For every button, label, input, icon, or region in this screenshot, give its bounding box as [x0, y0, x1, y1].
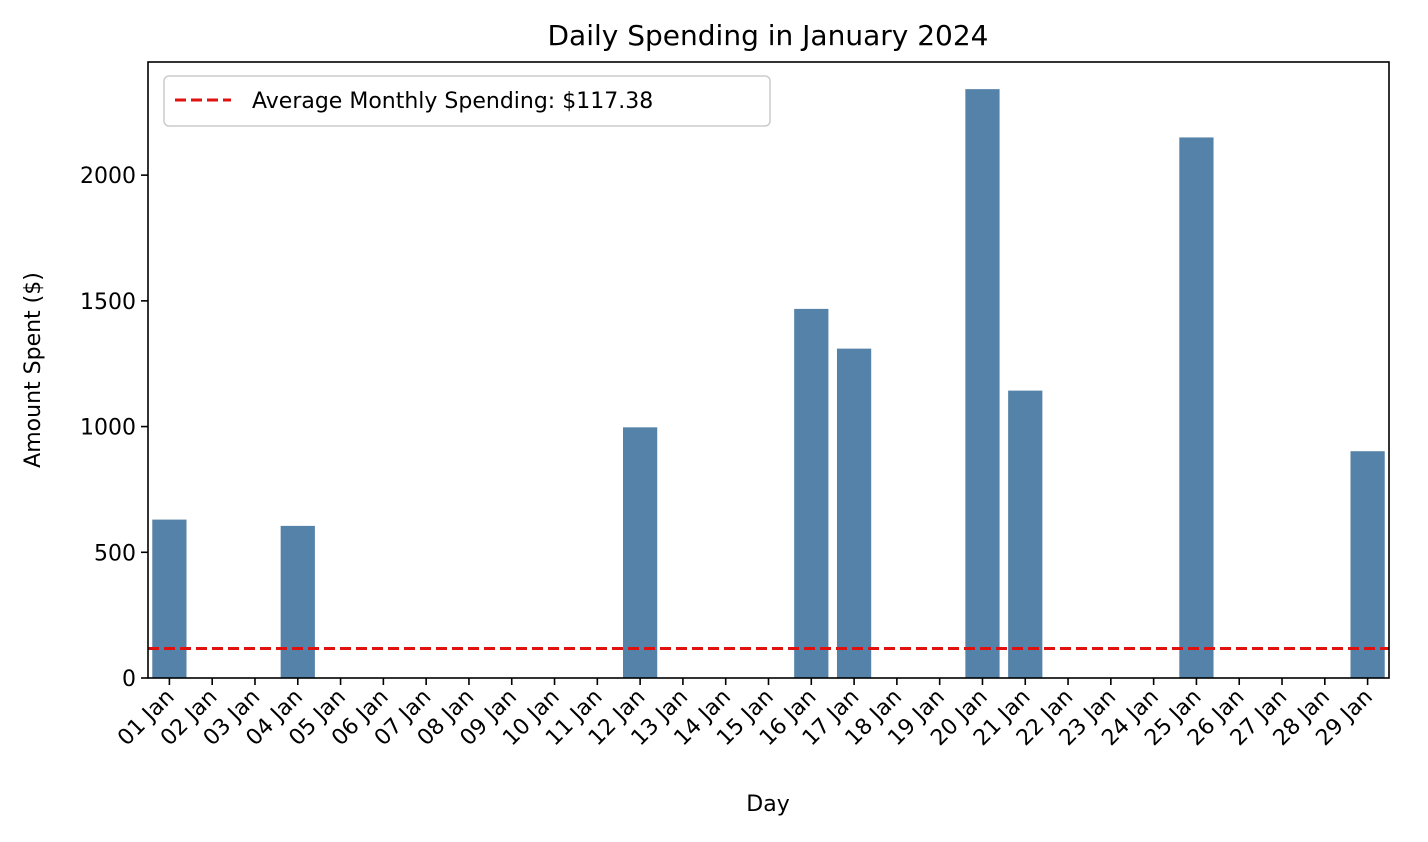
legend-box [163, 75, 771, 127]
y-tick-label: 1000 [80, 416, 136, 441]
bar-01-jan [152, 519, 187, 678]
y-axis-label: Amount Spent ($) [21, 272, 46, 468]
y-tick-label: 2000 [80, 164, 136, 189]
bars-group [152, 89, 1385, 678]
bar-17-jan [836, 348, 872, 678]
bar-16-jan [794, 308, 829, 678]
chart-title: Daily Spending in January 2024 [548, 19, 989, 52]
y-tick-label: 1500 [80, 290, 136, 315]
bar-12-jan [623, 427, 658, 678]
y-tick-label: 0 [122, 667, 136, 692]
legend-entry-average-monthly-spending: Average Monthly Spending: $117.38 [252, 89, 653, 114]
bar-29-jan [1350, 451, 1385, 678]
y-tick-label: 500 [94, 541, 136, 566]
legend: Average Monthly Spending: $117.38 [163, 75, 771, 127]
x-axis-label: Day [746, 792, 789, 817]
bar-20-jan [965, 89, 1000, 678]
y-axis-ticks: 0 500 1000 1500 2000 [80, 164, 148, 692]
plot-frame [147, 61, 1390, 679]
bar-21-jan [1008, 390, 1043, 678]
bar-25-jan [1179, 137, 1214, 678]
bar-04-jan [280, 525, 315, 678]
